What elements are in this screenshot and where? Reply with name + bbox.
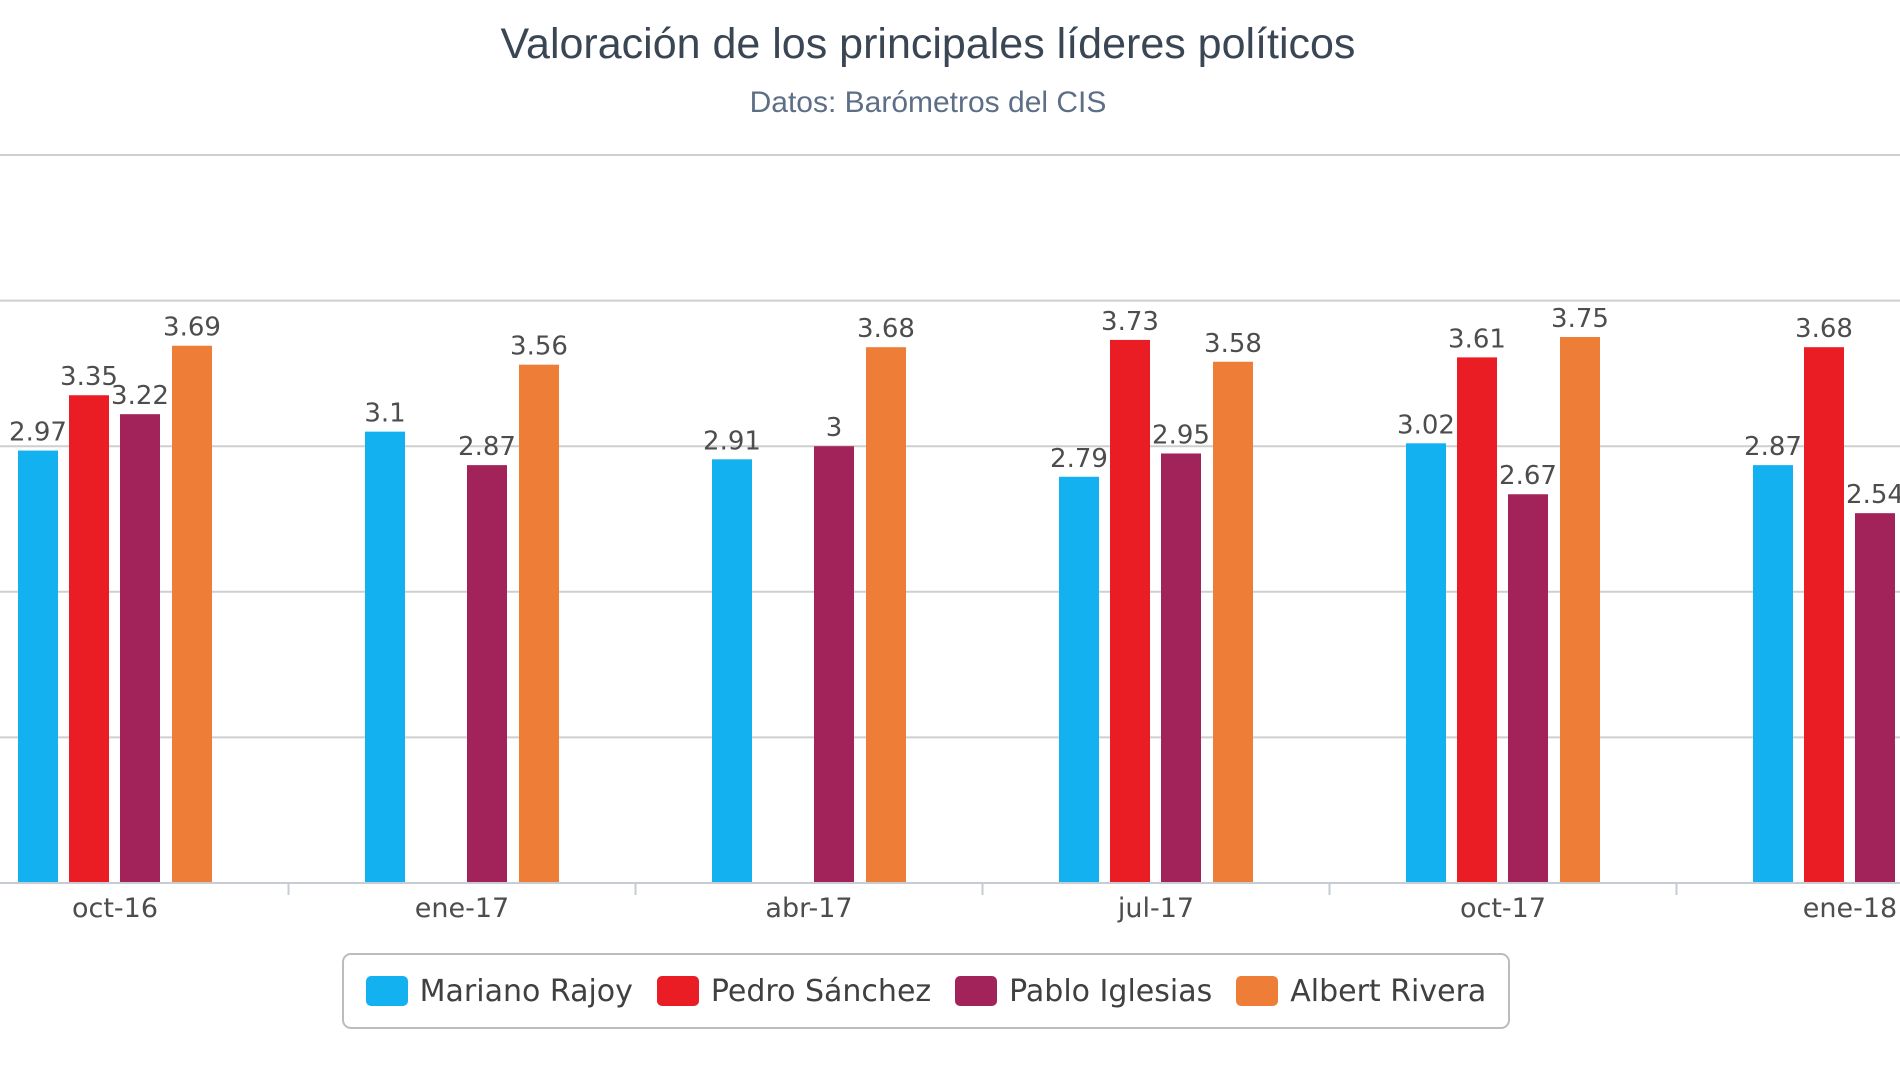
data-label: 3.69 (163, 313, 221, 343)
legend-swatch (955, 976, 998, 1006)
chart-title: Valoración de los principales líderes po… (500, 20, 1356, 68)
legend-swatch (1236, 976, 1279, 1006)
bar-mariano-rajoy-abr-17 (712, 459, 752, 883)
bar-pedro-sánchez-oct-17 (1457, 357, 1497, 883)
data-label: 2.87 (458, 432, 516, 462)
data-label: 2.67 (1499, 461, 1557, 491)
data-label: 3.58 (1204, 329, 1262, 359)
data-label: 3.68 (1795, 314, 1853, 344)
x-axis: oct-16 ene-17 abr-17 jul-17 oct-17 ene-18 (0, 882, 1900, 924)
data-label: 2.95 (1152, 420, 1210, 450)
x-tick-label-oct-17: oct-17 (1460, 893, 1546, 924)
x-tick-label-jul-17: jul-17 (1117, 893, 1194, 924)
x-tick-label-ene-17: ene-17 (415, 893, 509, 924)
chart-subtitle: Datos: Barómetros del CIS (749, 86, 1107, 119)
bar-pablo-iglesias-oct-17 (1508, 494, 1548, 883)
bar-pedro-sánchez-oct-16 (69, 395, 109, 883)
bar-mariano-rajoy-ene-18 (1753, 465, 1793, 883)
bar-mariano-rajoy-ene-17 (365, 431, 405, 883)
legend-item-pablo-iglesias[interactable]: Pablo Iglesias (955, 974, 1212, 1009)
legend: Mariano Rajoy Pedro Sánchez Pablo Iglesias… (342, 953, 1510, 1029)
bar-pablo-iglesias-ene-18 (1855, 513, 1895, 883)
legend-swatch (656, 976, 699, 1006)
bar-pablo-iglesias-ene-17 (467, 465, 507, 883)
gridlines (0, 154, 1900, 739)
bar-pedro-sánchez-jul-17 (1110, 339, 1150, 883)
data-label: 3.68 (857, 314, 915, 344)
data-label: 2.79 (1050, 444, 1108, 474)
bar-mariano-rajoy-oct-17 (1406, 443, 1446, 883)
data-label: 3.35 (60, 362, 118, 392)
data-label: 3.61 (1448, 324, 1506, 354)
data-label: 3.75 (1551, 304, 1609, 334)
legend-label: Pedro Sánchez (710, 973, 932, 1009)
bar-albert-rivera-ene-17 (519, 364, 559, 883)
x-tick-label-abr-17: abr-17 (765, 893, 852, 924)
data-label: 3.02 (1397, 410, 1455, 440)
legend-item-albert-rivera[interactable]: Albert Rivera (1236, 974, 1486, 1009)
legend-item-pedro-sánchez[interactable]: Pedro Sánchez (656, 973, 932, 1009)
legend-swatch (365, 976, 408, 1006)
data-label: 3.1 (364, 399, 405, 429)
x-tick-label-oct-16: oct-16 (72, 893, 158, 924)
data-labels: 2.97 3.1 2.91 2.79 3.02 2.87 3.35 3.73 3.61 3.68 3… (9, 304, 1900, 510)
bar-pablo-iglesias-jul-17 (1161, 453, 1201, 883)
bar-albert-rivera-jul-17 (1213, 361, 1253, 883)
bar-albert-rivera-oct-17 (1560, 337, 1600, 883)
data-label: 2.54 (1846, 480, 1900, 510)
legend-label: Mariano Rajoy (419, 973, 633, 1009)
legend-label: Albert Rivera (1290, 973, 1487, 1009)
bar-pablo-iglesias-oct-16 (120, 414, 160, 883)
data-label: 2.97 (9, 418, 67, 448)
x-tick-label-ene-18: ene-18 (1803, 893, 1897, 924)
bar-pablo-iglesias-abr-17 (814, 446, 854, 883)
bar-pedro-sánchez-ene-18 (1804, 347, 1844, 883)
data-label: 2.87 (1744, 432, 1802, 462)
bar-albert-rivera-abr-17 (866, 347, 906, 883)
bar-mariano-rajoy-jul-17 (1059, 476, 1099, 883)
data-label: 2.91 (703, 426, 761, 456)
bar-albert-rivera-oct-16 (172, 345, 212, 884)
data-label: 3.73 (1101, 307, 1159, 337)
bars (18, 337, 1895, 884)
bar-mariano-rajoy-oct-16 (18, 450, 58, 883)
data-label: 3 (826, 413, 843, 443)
data-label: 3.22 (111, 381, 169, 411)
data-label: 3.56 (510, 332, 568, 362)
legend-item-mariano-rajoy[interactable]: Mariano Rajoy (365, 973, 633, 1009)
legend-label: Pablo Iglesias (1009, 973, 1213, 1009)
